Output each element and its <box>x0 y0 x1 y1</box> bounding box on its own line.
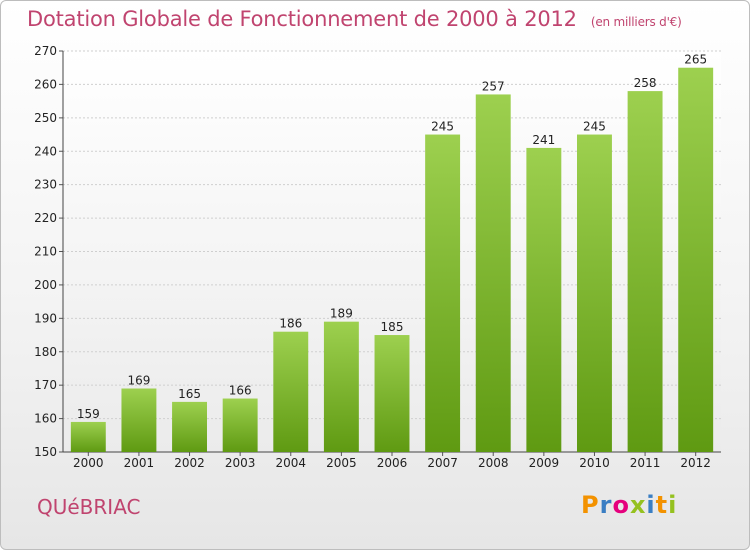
x-tick-label-2001: 2001 <box>124 456 155 470</box>
data-label-2001: 169 <box>127 374 150 388</box>
x-tick-label-2005: 2005 <box>326 456 357 470</box>
data-label-2004: 186 <box>279 317 302 331</box>
data-label-2000: 159 <box>77 407 100 421</box>
bar-2004 <box>273 331 309 452</box>
commune-name: QUéBRIAC <box>37 495 141 519</box>
logo-letter: r <box>599 491 613 519</box>
data-label-2009: 241 <box>532 133 555 147</box>
x-tick-label-2010: 2010 <box>579 456 610 470</box>
x-tick-label-2011: 2011 <box>630 456 661 470</box>
data-label-2011: 258 <box>634 76 657 90</box>
y-tick-label: 260 <box>34 77 57 91</box>
bar-2012 <box>678 67 714 452</box>
x-tick-label-2007: 2007 <box>427 456 458 470</box>
logo-letter: i <box>668 491 678 519</box>
proxiti-logo[interactable]: Proxiti <box>581 491 677 519</box>
data-label-2005: 189 <box>330 307 353 321</box>
x-tick-label-2000: 2000 <box>73 456 104 470</box>
bar-2002 <box>172 401 208 452</box>
data-label-2012: 265 <box>684 53 707 67</box>
x-tick-label-2008: 2008 <box>478 456 509 470</box>
bar-2006 <box>374 335 410 452</box>
logo-letter: P <box>581 491 600 519</box>
y-tick-label: 160 <box>34 412 57 426</box>
logo-letter: o <box>612 491 630 519</box>
chart-title: Dotation Globale de Fonctionnement de 20… <box>27 7 682 31</box>
y-tick-label: 230 <box>34 178 57 192</box>
bar-2007 <box>425 134 461 452</box>
data-label-2008: 257 <box>482 79 505 93</box>
y-tick-label: 180 <box>34 345 57 359</box>
y-tick-label: 190 <box>34 311 57 325</box>
data-label-2010: 245 <box>583 120 606 134</box>
logo-letter: t <box>655 491 669 519</box>
y-tick-label: 150 <box>34 445 57 459</box>
x-tick-label-2012: 2012 <box>680 456 711 470</box>
data-label-2007: 245 <box>431 120 454 134</box>
y-tick-label: 200 <box>34 278 57 292</box>
y-tick-label: 270 <box>34 44 57 58</box>
logo-letter: x <box>629 491 647 519</box>
data-label-2006: 185 <box>381 320 404 334</box>
bar-2009 <box>526 147 562 453</box>
bar-2010 <box>576 134 612 452</box>
y-tick-label: 250 <box>34 111 57 125</box>
data-label-2002: 165 <box>178 387 201 401</box>
bar-2005 <box>323 321 359 452</box>
x-tick-label-2009: 2009 <box>529 456 560 470</box>
bar-2011 <box>627 91 663 452</box>
y-tick-label: 220 <box>34 211 57 225</box>
x-tick-label-2002: 2002 <box>174 456 205 470</box>
y-tick-label: 210 <box>34 245 57 259</box>
bar-2000 <box>70 421 106 452</box>
bar-2008 <box>475 94 511 453</box>
y-tick-label: 170 <box>34 378 57 392</box>
bar-2001 <box>121 388 157 452</box>
bar-2003 <box>222 398 258 452</box>
logo-letter: i <box>646 491 656 519</box>
x-tick-label-2003: 2003 <box>225 456 256 470</box>
chart-title-text: Dotation Globale de Fonctionnement de 20… <box>27 7 577 31</box>
data-label-2003: 166 <box>229 384 252 398</box>
chart-subtitle: (en milliers d'€) <box>590 15 682 29</box>
x-tick-label-2004: 2004 <box>275 456 306 470</box>
x-tick-label-2006: 2006 <box>377 456 408 470</box>
y-tick-label: 240 <box>34 144 57 158</box>
